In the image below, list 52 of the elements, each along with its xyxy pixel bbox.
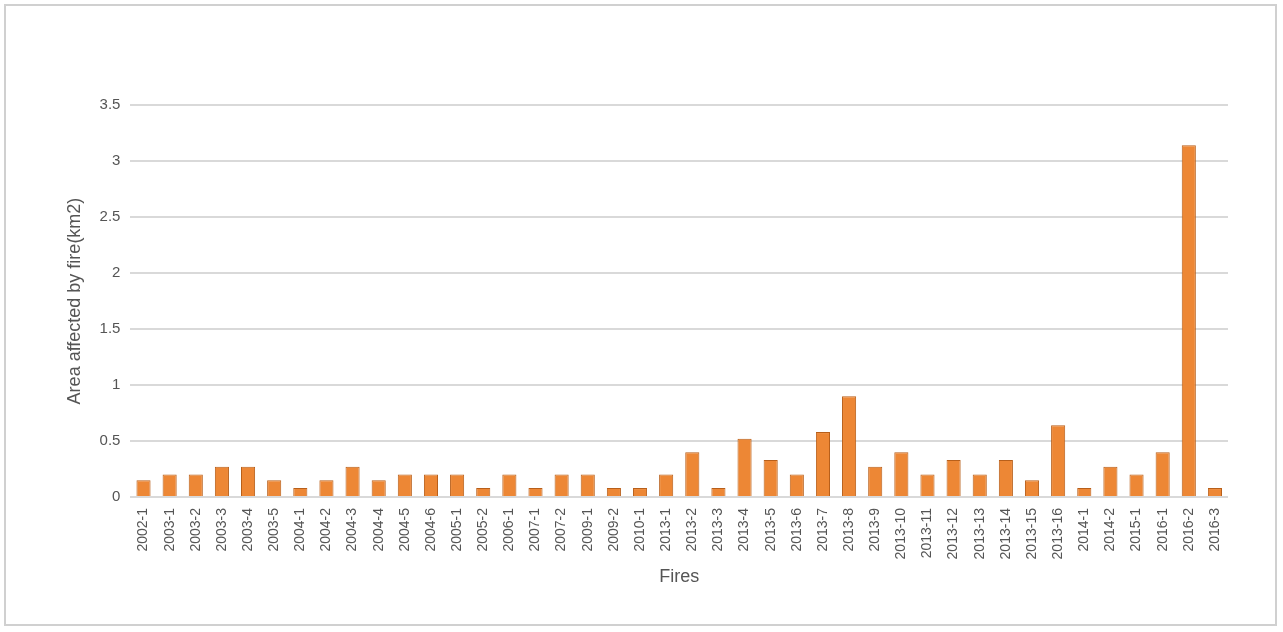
x-tick-label: 2004-1 <box>291 507 308 552</box>
x-tick-label: 2004-6 <box>421 507 438 552</box>
y-tick-label: 0 <box>112 487 121 505</box>
y-tick-label: 3 <box>112 151 121 169</box>
x-tick-label: 2007-1 <box>526 507 543 552</box>
y-tick-label: 2.5 <box>99 207 121 225</box>
x-tick-label: 2013-16 <box>1049 507 1065 560</box>
x-tick-label: 2013-4 <box>735 507 752 552</box>
x-tick-label: 2013-7 <box>813 507 830 552</box>
x-tick-label: 2009-2 <box>604 507 621 552</box>
x-tick-label: 2003-4 <box>238 507 255 552</box>
x-tick-label: 2013-12 <box>944 507 961 560</box>
x-tick-label: 2016-1 <box>1153 507 1170 552</box>
x-tick-label: 2013-1 <box>657 507 674 552</box>
x-tick-label: 2013-6 <box>787 507 804 552</box>
x-tick-label: 2009-1 <box>578 507 595 552</box>
x-tick-label: 2002-1 <box>134 507 151 552</box>
y-tick-label: 1.5 <box>99 319 121 337</box>
x-tick-label: 2010-1 <box>630 507 647 552</box>
x-tick-label: 2007-2 <box>552 507 569 552</box>
x-tick-label: 2013-8 <box>839 507 856 552</box>
x-tick-label: 2013-2 <box>683 507 700 552</box>
x-tick-label: 2005-1 <box>447 507 464 552</box>
x-axis-title: Fires <box>659 566 700 587</box>
x-tick-label: 2016-2 <box>1179 507 1196 552</box>
x-tick-label: 2013-9 <box>866 507 883 552</box>
x-tick-label: 2014-1 <box>1075 507 1092 552</box>
x-tick-label: 2013-5 <box>761 507 778 552</box>
x-tick-label: 2003-1 <box>160 507 177 552</box>
y-tick-label: 3.5 <box>99 95 121 113</box>
x-tick-label: 2013-13 <box>970 507 987 560</box>
y-tick-label: 0.5 <box>99 431 121 449</box>
y-tick-label: 2 <box>112 263 121 281</box>
x-tick-label: 2003-3 <box>212 507 229 552</box>
x-tick-label: 2013-11 <box>918 507 935 559</box>
y-tick-label: 1 <box>112 375 121 393</box>
x-tick-label: 2013-15 <box>1022 507 1039 560</box>
x-tick-label: 2013-10 <box>892 507 909 560</box>
x-tick-label: 2003-2 <box>186 507 203 552</box>
x-tick-label: 2006-1 <box>500 507 517 552</box>
x-tick-label: 2015-1 <box>1127 507 1144 552</box>
x-tick-label: 2004-2 <box>317 507 334 552</box>
x-tick-label: 2004-5 <box>395 507 412 552</box>
x-tick-label: 2003-5 <box>265 507 282 552</box>
x-tick-label: 2013-14 <box>996 507 1013 560</box>
x-tick-label: 2013-3 <box>709 507 726 552</box>
x-tick-label: 2004-4 <box>369 507 386 552</box>
x-tick-label: 2014-2 <box>1101 507 1118 552</box>
y-axis-title: Area affected by fire(km2) <box>63 197 84 405</box>
x-tick-label: 2016-3 <box>1205 507 1222 552</box>
x-tick-label: 2004-3 <box>343 507 360 552</box>
x-tick-label: 2005-2 <box>474 507 491 552</box>
